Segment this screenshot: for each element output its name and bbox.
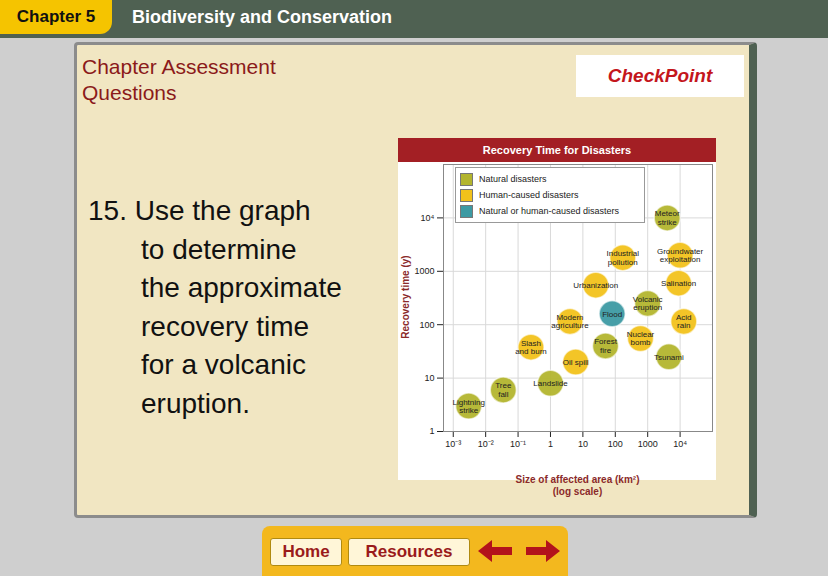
html-text:15. Use the graph: 15. Use the graph xyxy=(88,195,311,226)
svg-text:10⁻³: 10⁻³ xyxy=(445,439,461,449)
html-text:to determine: to determine xyxy=(141,233,297,265)
svg-text:100: 100 xyxy=(419,320,434,330)
html-text:Biodiversity and Conservation: Biodiversity and Conservation xyxy=(132,7,393,27)
html-text:Size of affected area (km²) (l: Size of affected area (km²) (log scale) xyxy=(515,474,640,497)
svg-text:Forestfire: Forestfire xyxy=(594,337,617,354)
svg-text:10⁴: 10⁴ xyxy=(673,439,687,449)
html-text:CheckPoint: CheckPoint xyxy=(607,65,713,86)
html-text:Chapter Assessment Questions: Chapter Assessment Questions xyxy=(82,55,276,104)
svg-text:1: 1 xyxy=(429,426,434,436)
html-text:Resources: Resources xyxy=(365,542,453,561)
html-text:Recovery Time for Disasters: Recovery Time for Disasters xyxy=(482,144,632,156)
html-text:the approximate: the approximate xyxy=(141,272,342,303)
html-text:Natural disasters: Natural disasters xyxy=(479,174,547,184)
svg-text:Treefall: Treefall xyxy=(495,381,512,398)
svg-text:Industrialpollution: Industrialpollution xyxy=(607,249,640,266)
html-text:Chapter 5: Chapter 5 xyxy=(16,7,96,26)
svg-text:Slashand burn: Slashand burn xyxy=(515,339,547,356)
svg-text:Modernagriculture: Modernagriculture xyxy=(551,313,589,330)
svg-text:Tsunami: Tsunami xyxy=(654,353,684,362)
svg-text:Meteorstrike: Meteorstrike xyxy=(655,209,680,226)
svg-text:Flood: Flood xyxy=(602,309,622,318)
svg-text:10⁴: 10⁴ xyxy=(421,213,435,223)
svg-text:Volcaniceruption: Volcaniceruption xyxy=(633,295,663,312)
svg-text:Salination: Salination xyxy=(661,279,696,288)
html-text:Human-caused disasters: Human-caused disasters xyxy=(479,190,579,200)
html-text:recovery time: recovery time xyxy=(141,310,309,342)
svg-text:100: 100 xyxy=(608,439,623,449)
svg-text:Urbanization: Urbanization xyxy=(573,281,618,290)
svg-text:Nuclearbomb: Nuclearbomb xyxy=(627,330,655,347)
svg-text:1000: 1000 xyxy=(638,439,658,449)
html-text:Natural or human-caused disast: Natural or human-caused disasters xyxy=(479,206,620,216)
html-text:Home: Home xyxy=(282,542,330,561)
svg-text:Acidrain: Acidrain xyxy=(676,313,692,330)
html-text:eruption.: eruption. xyxy=(141,387,250,419)
svg-text:1000: 1000 xyxy=(414,266,434,276)
svg-text:10: 10 xyxy=(578,439,588,449)
svg-text:10⁻¹: 10⁻¹ xyxy=(510,439,526,449)
svg-text:1: 1 xyxy=(548,439,553,449)
svg-text:10: 10 xyxy=(424,373,434,383)
html-text:for a volcanic: for a volcanic xyxy=(141,349,306,380)
html-text:Recovery time (y): Recovery time (y) xyxy=(400,255,411,339)
svg-text:10⁻²: 10⁻² xyxy=(478,439,494,449)
svg-text:Oil spill: Oil spill xyxy=(563,358,589,367)
svg-text:Lightningstrike: Lightningstrike xyxy=(452,398,484,415)
svg-text:Landslide: Landslide xyxy=(533,379,568,388)
svg-text:Groundwaterexploitation: Groundwaterexploitation xyxy=(657,247,704,264)
